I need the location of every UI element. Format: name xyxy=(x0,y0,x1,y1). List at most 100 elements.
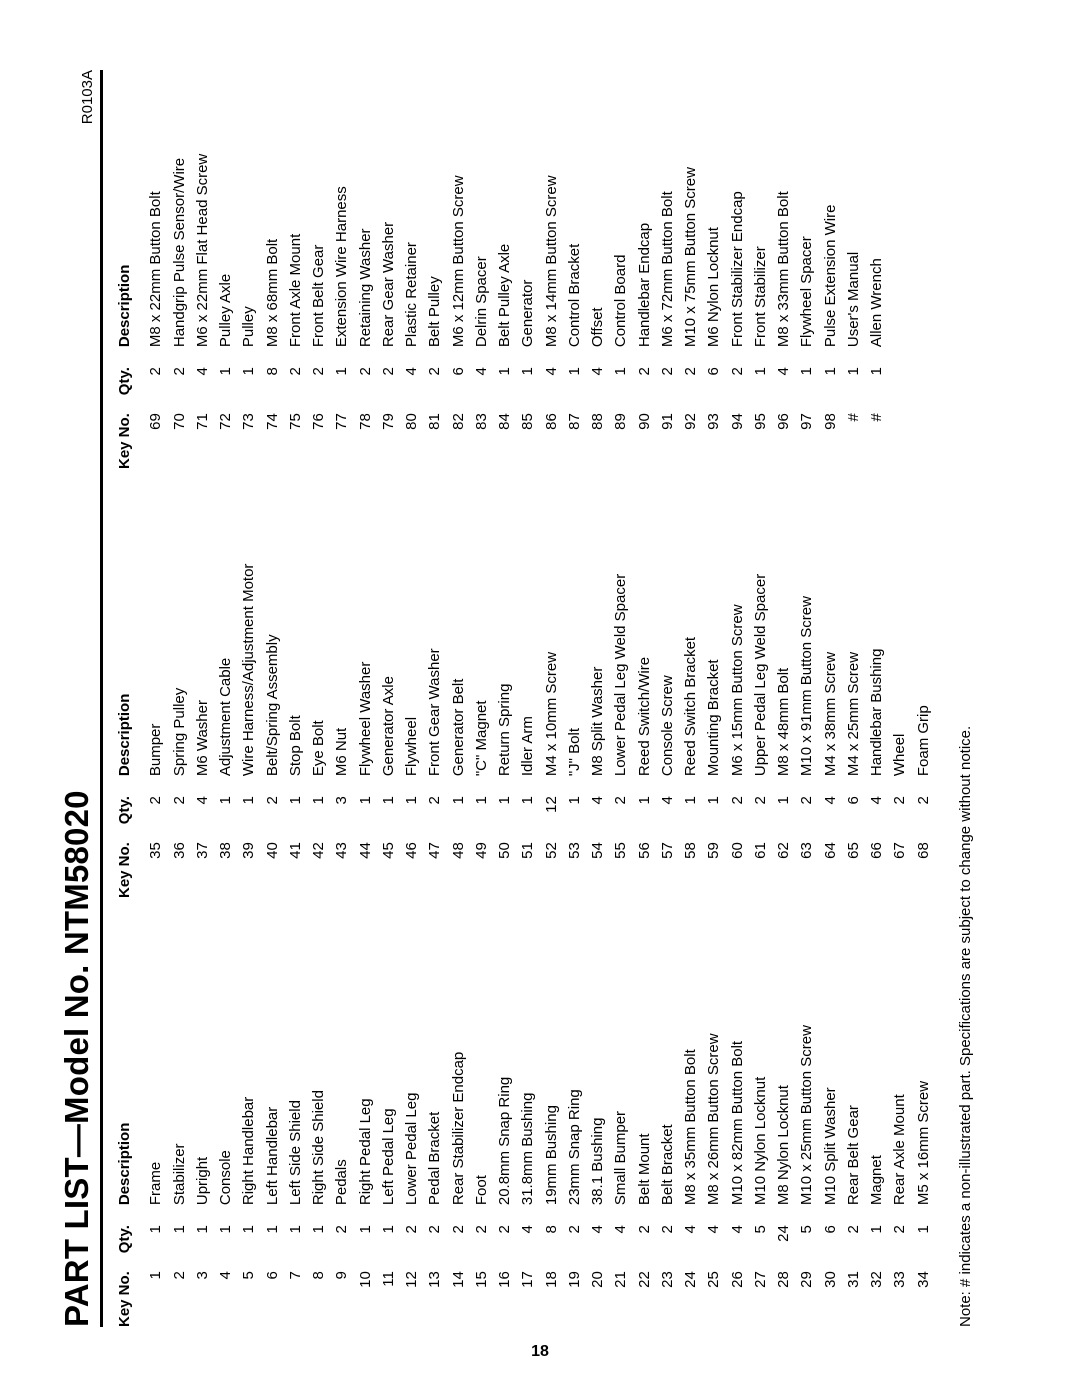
cell-qty: 2 xyxy=(330,1205,353,1255)
cell-qty: 4 xyxy=(540,347,563,397)
cell-key: 10 xyxy=(354,1255,377,1327)
table-row: 20438.1 Bushing xyxy=(586,928,609,1327)
table-row: 971Flywheel Spacer xyxy=(795,70,818,469)
table-row: 312Rear Belt Gear xyxy=(842,928,865,1327)
cell-key: # xyxy=(842,397,865,469)
page-number: 18 xyxy=(531,1343,549,1361)
cell-desc: Return Spring xyxy=(493,499,516,776)
cell-key: 24 xyxy=(679,1255,702,1327)
table-row: 306M10 Split Washer xyxy=(819,928,842,1327)
cell-desc: M8 x 48mm Bolt xyxy=(772,499,795,776)
cell-qty: 1 xyxy=(470,776,493,826)
cell-desc: Offset xyxy=(586,70,609,347)
table-row: 341M5 x 16mm Screw xyxy=(912,928,935,1327)
cell-key: 8 xyxy=(307,1255,330,1327)
cell-key: 85 xyxy=(516,397,539,469)
cell-desc: Reed Switch/Wire xyxy=(633,499,656,776)
cell-desc: Generator Belt xyxy=(447,499,470,776)
cell-key: 48 xyxy=(447,826,470,898)
table-row: 936M6 Nylon Locknut xyxy=(702,70,725,469)
cell-key: 28 xyxy=(772,1255,795,1327)
table-row: #1User's Manual xyxy=(842,70,865,469)
cell-qty: 1 xyxy=(400,776,423,826)
cell-key: 4 xyxy=(214,1255,237,1327)
cell-key: 97 xyxy=(795,397,818,469)
cell-key: 44 xyxy=(354,826,377,898)
cell-key: 21 xyxy=(609,1255,632,1327)
table-row: 362Spring Pulley xyxy=(168,499,191,898)
cell-key: 73 xyxy=(237,397,260,469)
cell-key: 50 xyxy=(493,826,516,898)
cell-qty: 1 xyxy=(563,347,586,397)
table-row: 254M8 x 26mm Button Screw xyxy=(702,928,725,1327)
parts-column-2: Key No. Qty. Description 352Bumper362Spr… xyxy=(113,499,935,898)
cell-desc: Plastic Retainer xyxy=(400,70,423,347)
cell-key: 88 xyxy=(586,397,609,469)
cell-key: 63 xyxy=(795,826,818,898)
cell-desc: Retaining Washer xyxy=(354,70,377,347)
table-row: 71Left Side Shield xyxy=(284,928,307,1327)
cell-qty: 1 xyxy=(237,776,260,826)
page-rotated-container: PART LIST—Model No. NTM58020 R0103A Key … xyxy=(0,0,1080,1397)
cell-desc: Belt Pulley Axle xyxy=(493,70,516,347)
cell-desc: M6 x 15mm Button Screw xyxy=(726,499,749,776)
cell-desc: Pulley xyxy=(237,70,260,347)
table-row: 472Front Gear Washer xyxy=(423,499,446,898)
cell-key: 14 xyxy=(447,1255,470,1327)
cell-qty: 2 xyxy=(633,347,656,397)
cell-key: 70 xyxy=(168,397,191,469)
cell-desc: Right Side Shield xyxy=(307,928,330,1205)
cell-key: 95 xyxy=(749,397,772,469)
cell-key: 29 xyxy=(795,1255,818,1327)
table-row: 481Generator Belt xyxy=(447,499,470,898)
cell-desc: Flywheel Washer xyxy=(354,499,377,776)
cell-key: 55 xyxy=(609,826,632,898)
cell-key: 77 xyxy=(330,397,353,469)
cell-key: 2 xyxy=(168,1255,191,1327)
cell-key: 87 xyxy=(563,397,586,469)
cell-qty: 2 xyxy=(144,347,167,397)
table-row: 21Stabilizer xyxy=(168,928,191,1327)
cell-qty: 1 xyxy=(865,347,888,397)
cell-key: 34 xyxy=(912,1255,935,1327)
cell-qty: 2 xyxy=(354,347,377,397)
cell-key: 5 xyxy=(237,1255,260,1327)
table-row: 275M10 Nylon Locknut xyxy=(749,928,772,1327)
cell-key: 94 xyxy=(726,397,749,469)
cell-qty: 4 xyxy=(679,1205,702,1255)
table-row: 721Pulley Axle xyxy=(214,70,237,469)
col-header-key: Key No. xyxy=(113,1255,144,1327)
cell-key: 32 xyxy=(865,1255,888,1327)
table-row: 871Control Bracket xyxy=(563,70,586,469)
cell-desc: "C" Magnet xyxy=(470,499,493,776)
cell-key: 43 xyxy=(330,826,353,898)
table-row: 101Right Pedal Leg xyxy=(354,928,377,1327)
table-row: 804Plastic Retainer xyxy=(400,70,423,469)
cell-key: 62 xyxy=(772,826,795,898)
table-row: 902Handlebar Endcap xyxy=(633,70,656,469)
table-row: 942Front Stabilizer Endcap xyxy=(726,70,749,469)
parts-column-3: Key No. Qty. Description 692M8 x 22mm Bu… xyxy=(113,70,935,469)
cell-desc: Rear Axle Mount xyxy=(888,928,911,1205)
cell-desc: M5 x 16mm Screw xyxy=(912,928,935,1205)
cell-key: 41 xyxy=(284,826,307,898)
cell-qty: 6 xyxy=(842,776,865,826)
cell-qty: 4 xyxy=(865,776,888,826)
cell-key: 86 xyxy=(540,397,563,469)
cell-desc: M8 x 14mm Button Screw xyxy=(540,70,563,347)
cell-desc: M10 x 75mm Button Screw xyxy=(679,70,702,347)
col-header-desc: Description xyxy=(113,70,144,347)
cell-qty: 4 xyxy=(586,347,609,397)
table-row: 501Return Spring xyxy=(493,499,516,898)
parts-tbody-1: 11Frame21Stabilizer31Upright41Console51R… xyxy=(144,928,935,1327)
cell-qty: 2 xyxy=(493,1205,516,1255)
cell-key: 31 xyxy=(842,1255,865,1327)
cell-desc: Adjustment Cable xyxy=(214,499,237,776)
cell-key: 68 xyxy=(912,826,935,898)
cell-key: # xyxy=(865,397,888,469)
table-row: 552Lower Pedal Leg Weld Spacer xyxy=(609,499,632,898)
cell-key: 82 xyxy=(447,397,470,469)
cell-qty: 2 xyxy=(888,1205,911,1255)
cell-qty: 2 xyxy=(144,776,167,826)
table-row: 132Pedal Bracket xyxy=(423,928,446,1327)
